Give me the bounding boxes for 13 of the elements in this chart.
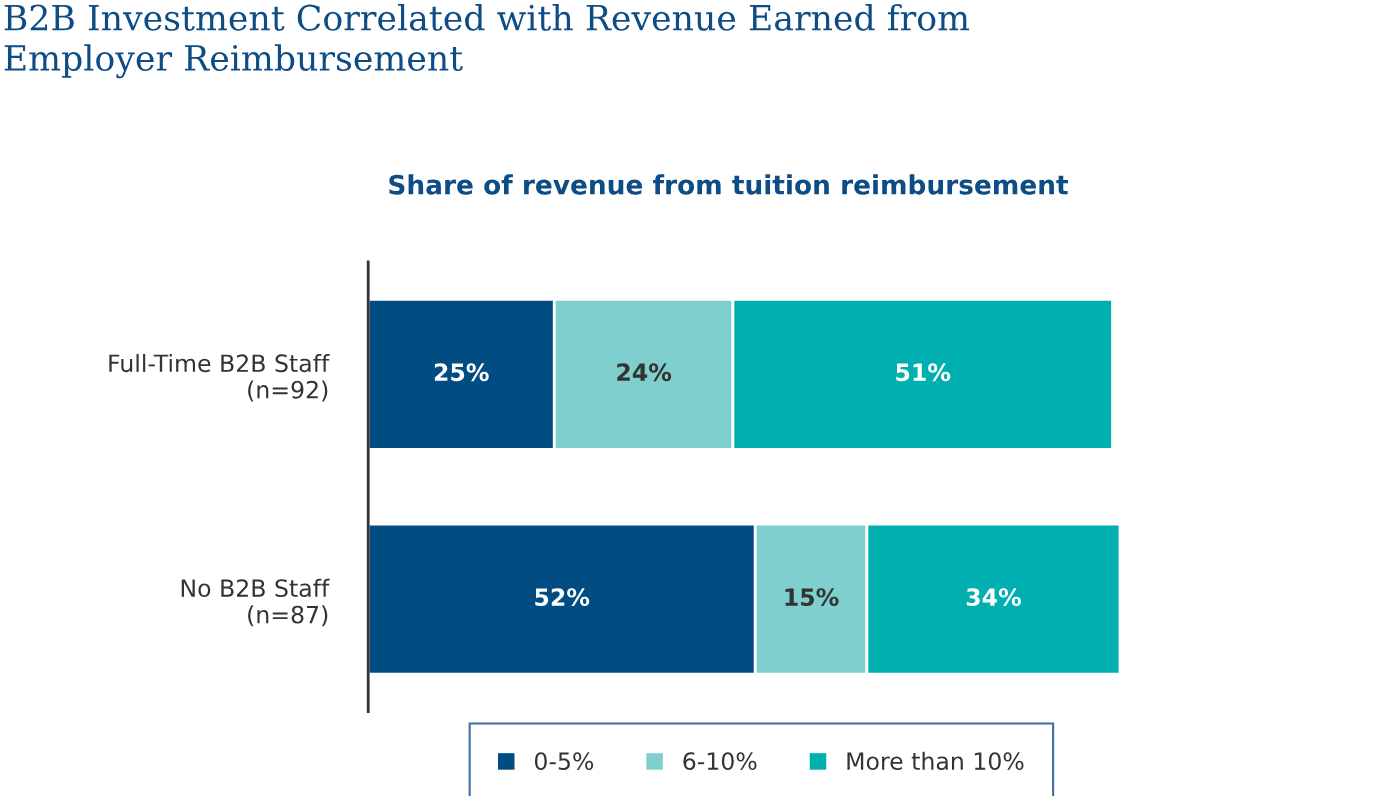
data-label: 15% (785, 588, 839, 607)
data-label: 52% (535, 588, 590, 607)
data-label: 34% (966, 588, 1021, 607)
legend-label: More than 10% (847, 751, 1024, 771)
legend-label: 0-5% (534, 752, 594, 771)
chart-title: B2B Investment Correlated with Revenue Earned from Employer Reimbursement (4, 3, 970, 79)
y-tick-label: Full-Time B2B Staff (n=92) (109, 353, 330, 402)
data-label: 51% (896, 363, 951, 382)
y-tick-label: No B2B Staff (n=87) (181, 578, 330, 627)
chart-subtitle: Share of revenue from tuition reimbursement (389, 174, 1069, 195)
data-label: 25% (434, 363, 489, 382)
legend-label: 6-10% (683, 752, 757, 771)
data-label: 24% (617, 363, 672, 382)
